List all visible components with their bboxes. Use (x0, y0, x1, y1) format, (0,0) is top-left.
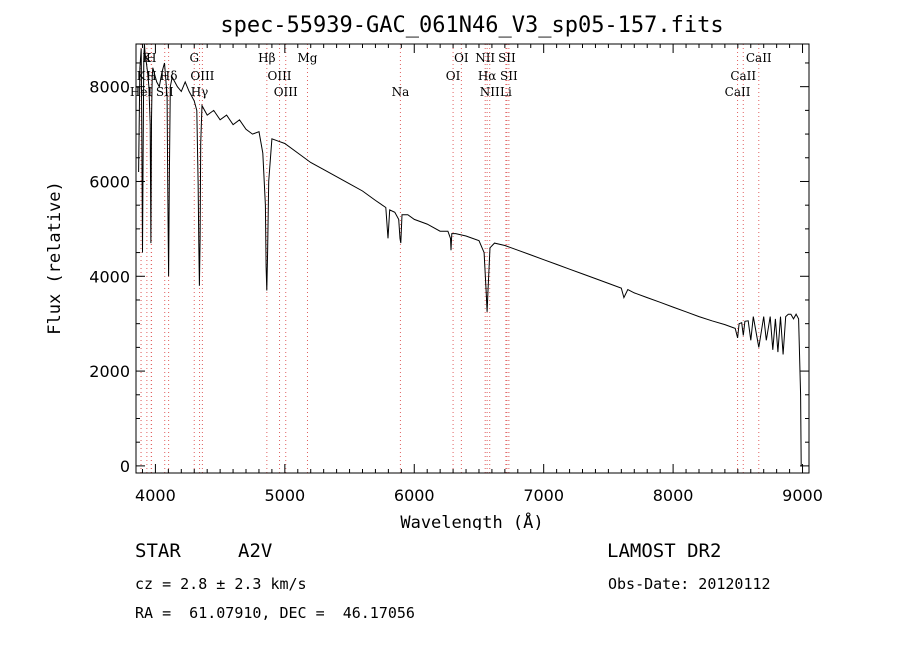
spectral-line-label: Hα (478, 69, 497, 83)
spectral-line-label: G (189, 51, 199, 65)
spectral-line-label: Li (500, 85, 512, 99)
y-tick-label: 4000 (89, 267, 130, 286)
redshift-velocity: cz = 2.8 ± 2.3 km/s (135, 575, 307, 593)
spectral-line-label: NII (480, 85, 500, 99)
y-tick-label: 2000 (89, 362, 130, 381)
spectral-line-label: H (146, 51, 156, 65)
coordinates: RA = 61.07910, DEC = 46.17056 (135, 604, 415, 622)
spectral-line-label: Hβ (258, 51, 275, 65)
y-axis: 0 2000 4000 6000 8000 (89, 62, 809, 476)
spectrum-chart: spec-55939-GAC_061N46_V3_sp05-157.fits H… (45, 13, 823, 530)
object-subclass: A2V (238, 540, 273, 562)
spectral-line-label: NII (475, 51, 495, 65)
spectral-line-markers (140, 44, 760, 473)
spectral-line-label: Na (392, 85, 410, 99)
spectral-line-label: OI (454, 51, 469, 65)
spectral-line-label: SII (500, 69, 518, 83)
observation-date: Obs-Date: 20120112 (608, 575, 771, 593)
spectral-line-label: OIII (267, 69, 291, 83)
spectral-line-label: SII (156, 85, 174, 99)
spectral-line-label: H (146, 69, 156, 83)
y-tick-label: 8000 (89, 78, 130, 97)
spectral-line-label: OIII (190, 69, 214, 83)
spectral-line-label: Mg (298, 51, 318, 65)
spectral-line-label: K (142, 51, 152, 65)
spectral-line-label: SII (498, 51, 516, 65)
x-axis: 4000 5000 6000 7000 8000 9000 (135, 44, 823, 505)
spectral-line-label: CaII (725, 85, 751, 99)
x-tick-label: 9000 (782, 486, 823, 505)
x-axis-label: Wavelength (Å) (400, 511, 543, 530)
spectral-line-label: CaII (730, 69, 756, 83)
x-tick-label: 6000 (394, 486, 435, 505)
x-tick-label: 8000 (653, 486, 694, 505)
x-tick-label: 4000 (135, 486, 176, 505)
spectral-line-label: Hγ (191, 85, 209, 99)
spectral-line-label: OIII (274, 85, 298, 99)
object-class: STAR (135, 540, 181, 562)
spectrum-line (138, 43, 803, 467)
y-axis-label: Flux (relative) (45, 181, 65, 335)
x-tick-label: 5000 (264, 486, 305, 505)
plot-frame (135, 43, 810, 474)
survey-name: LAMOST DR2 (607, 540, 722, 562)
y-tick-label: 0 (120, 457, 130, 476)
y-tick-label: 6000 (89, 172, 130, 191)
x-tick-label: 7000 (523, 486, 564, 505)
spectral-line-label: OI (446, 69, 461, 83)
spectral-line-label: CaII (746, 51, 772, 65)
chart-title: spec-55939-GAC_061N46_V3_sp05-157.fits (220, 13, 723, 38)
